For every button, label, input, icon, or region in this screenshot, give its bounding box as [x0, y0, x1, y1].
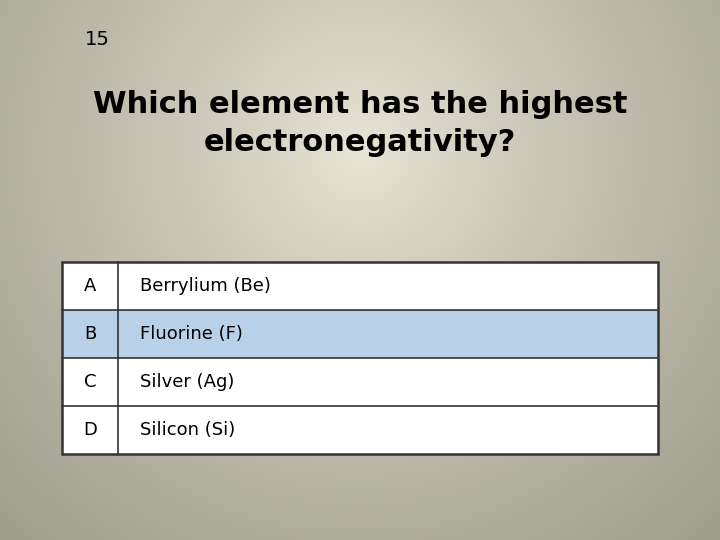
Text: Silver (Ag): Silver (Ag)	[140, 373, 235, 391]
Text: A: A	[84, 277, 96, 295]
Text: 15: 15	[85, 30, 110, 49]
Bar	[62, 310, 658, 358]
Bar	[62, 262, 658, 454]
Text: Silicon (Si): Silicon (Si)	[140, 421, 235, 439]
Bar	[62, 262, 658, 454]
Text: Which element has the highest
electronegativity?: Which element has the highest electroneg…	[93, 90, 627, 157]
Text: Berrylium (Be): Berrylium (Be)	[140, 277, 271, 295]
Text: B: B	[84, 325, 96, 343]
Text: D: D	[83, 421, 97, 439]
Text: C: C	[84, 373, 96, 391]
Text: Fluorine (F): Fluorine (F)	[140, 325, 243, 343]
